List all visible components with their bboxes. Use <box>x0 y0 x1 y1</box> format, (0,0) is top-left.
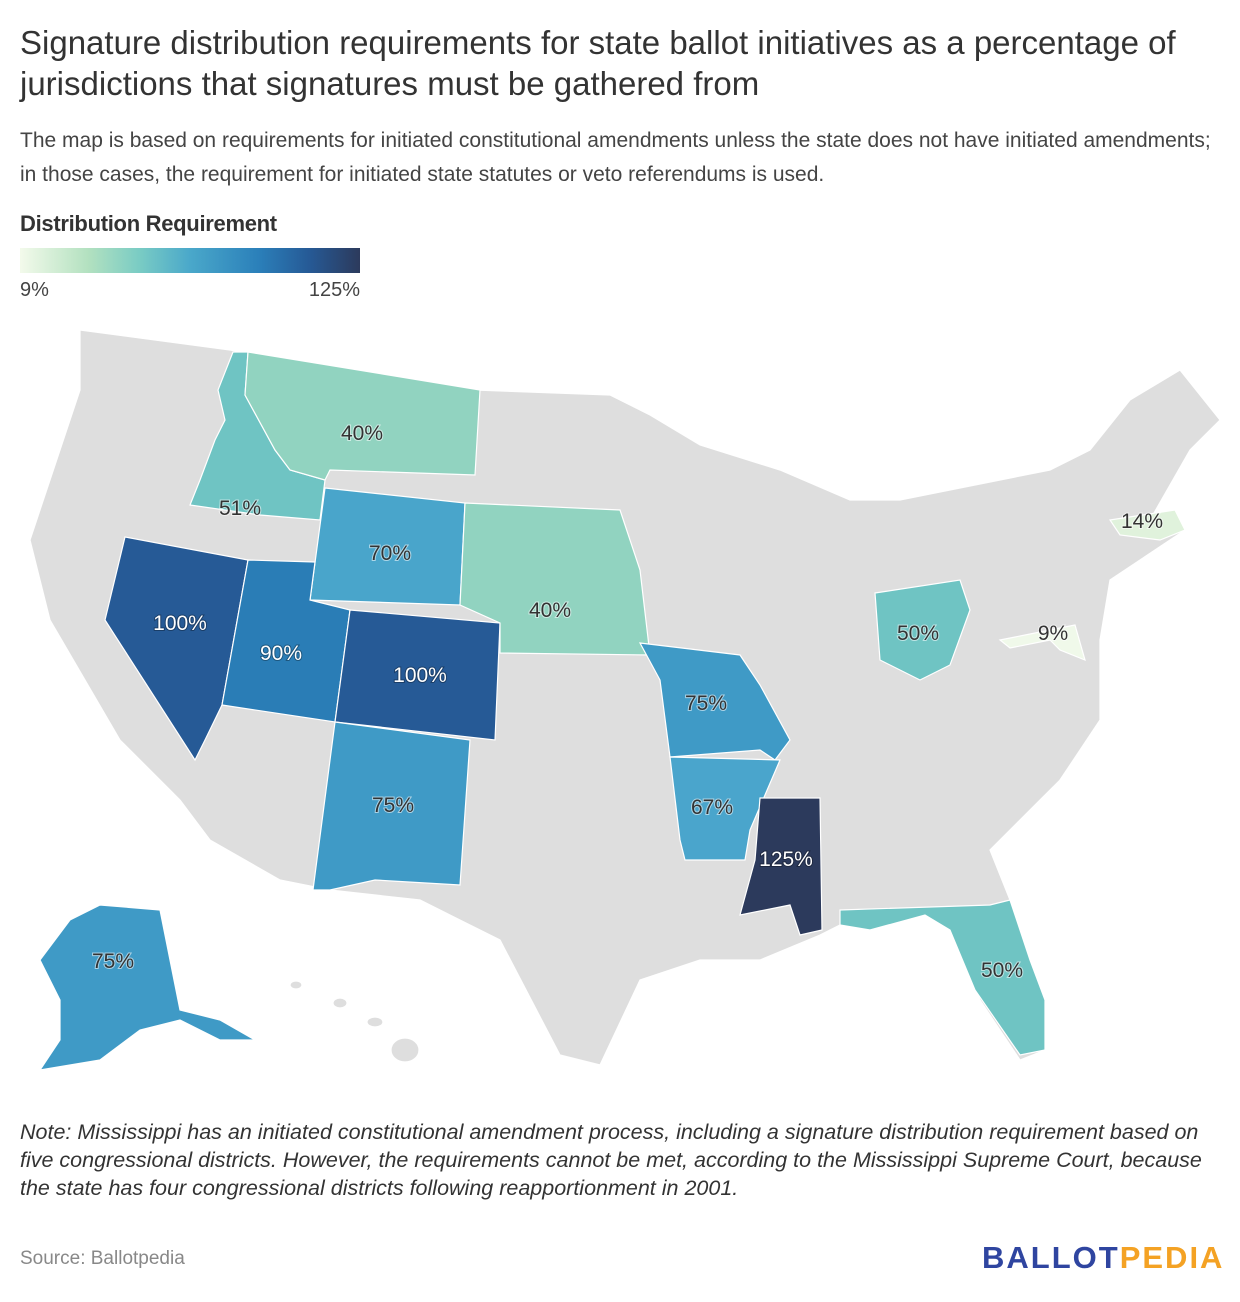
hawaii-shape <box>390 1037 420 1063</box>
state-label-alaska: 75% <box>92 950 134 973</box>
state-florida[interactable] <box>839 899 1046 1056</box>
us-map: 51% 40% 70% 100% 90% 100% 40% 75% 75% 67% 125% 50% 5… <box>29 329 1221 1071</box>
chart-subtitle: The map is based on requirements for ini… <box>20 129 1211 186</box>
legend-max-label: 125% <box>308 279 360 301</box>
hawaii-shape <box>289 980 303 990</box>
chart-title: Signature distribution requirements for … <box>20 24 1176 102</box>
legend-color-scale <box>20 248 360 273</box>
footnote: Note: Mississippi has an initiated const… <box>20 1120 1202 1200</box>
state-ohio[interactable] <box>874 579 971 681</box>
hawaii-shape <box>332 997 348 1009</box>
state-mississippi[interactable] <box>739 797 823 936</box>
state-maryland[interactable] <box>998 624 1086 662</box>
state-label-nevada: 100% <box>153 612 207 635</box>
state-label-montana: 40% <box>341 422 383 445</box>
legend-title: Distribution Requirement <box>20 211 277 236</box>
state-label-idaho: 51% <box>219 497 261 520</box>
state-montana[interactable] <box>244 351 481 481</box>
state-massachusetts[interactable] <box>1108 509 1186 541</box>
state-label-massachusetts: 14% <box>1121 510 1163 533</box>
state-label-florida: 50% <box>981 959 1023 982</box>
state-label-wyoming: 70% <box>369 542 411 565</box>
source-text: Source: Ballotpedia <box>20 1248 185 1269</box>
ballotpedia-logo: BALLOTPEDIA <box>982 1240 1225 1275</box>
state-new-mexico[interactable] <box>312 721 471 891</box>
state-colorado[interactable] <box>334 609 501 741</box>
hawaii-shape <box>366 1016 384 1028</box>
state-label-arkansas: 67% <box>691 796 733 819</box>
state-label-maryland: 9% <box>1038 622 1068 645</box>
state-label-nebraska: 40% <box>529 599 571 622</box>
state-label-utah: 90% <box>260 642 302 665</box>
state-alaska[interactable] <box>38 904 258 1071</box>
state-label-ohio: 50% <box>897 622 939 645</box>
state-label-missouri: 75% <box>685 692 727 715</box>
legend-min-label: 9% <box>20 279 49 301</box>
state-label-mississippi: 125% <box>759 848 813 871</box>
state-nebraska[interactable] <box>459 502 651 656</box>
state-label-colorado: 100% <box>393 664 447 687</box>
state-label-new-mexico: 75% <box>372 794 414 817</box>
state-arkansas[interactable] <box>669 756 781 861</box>
